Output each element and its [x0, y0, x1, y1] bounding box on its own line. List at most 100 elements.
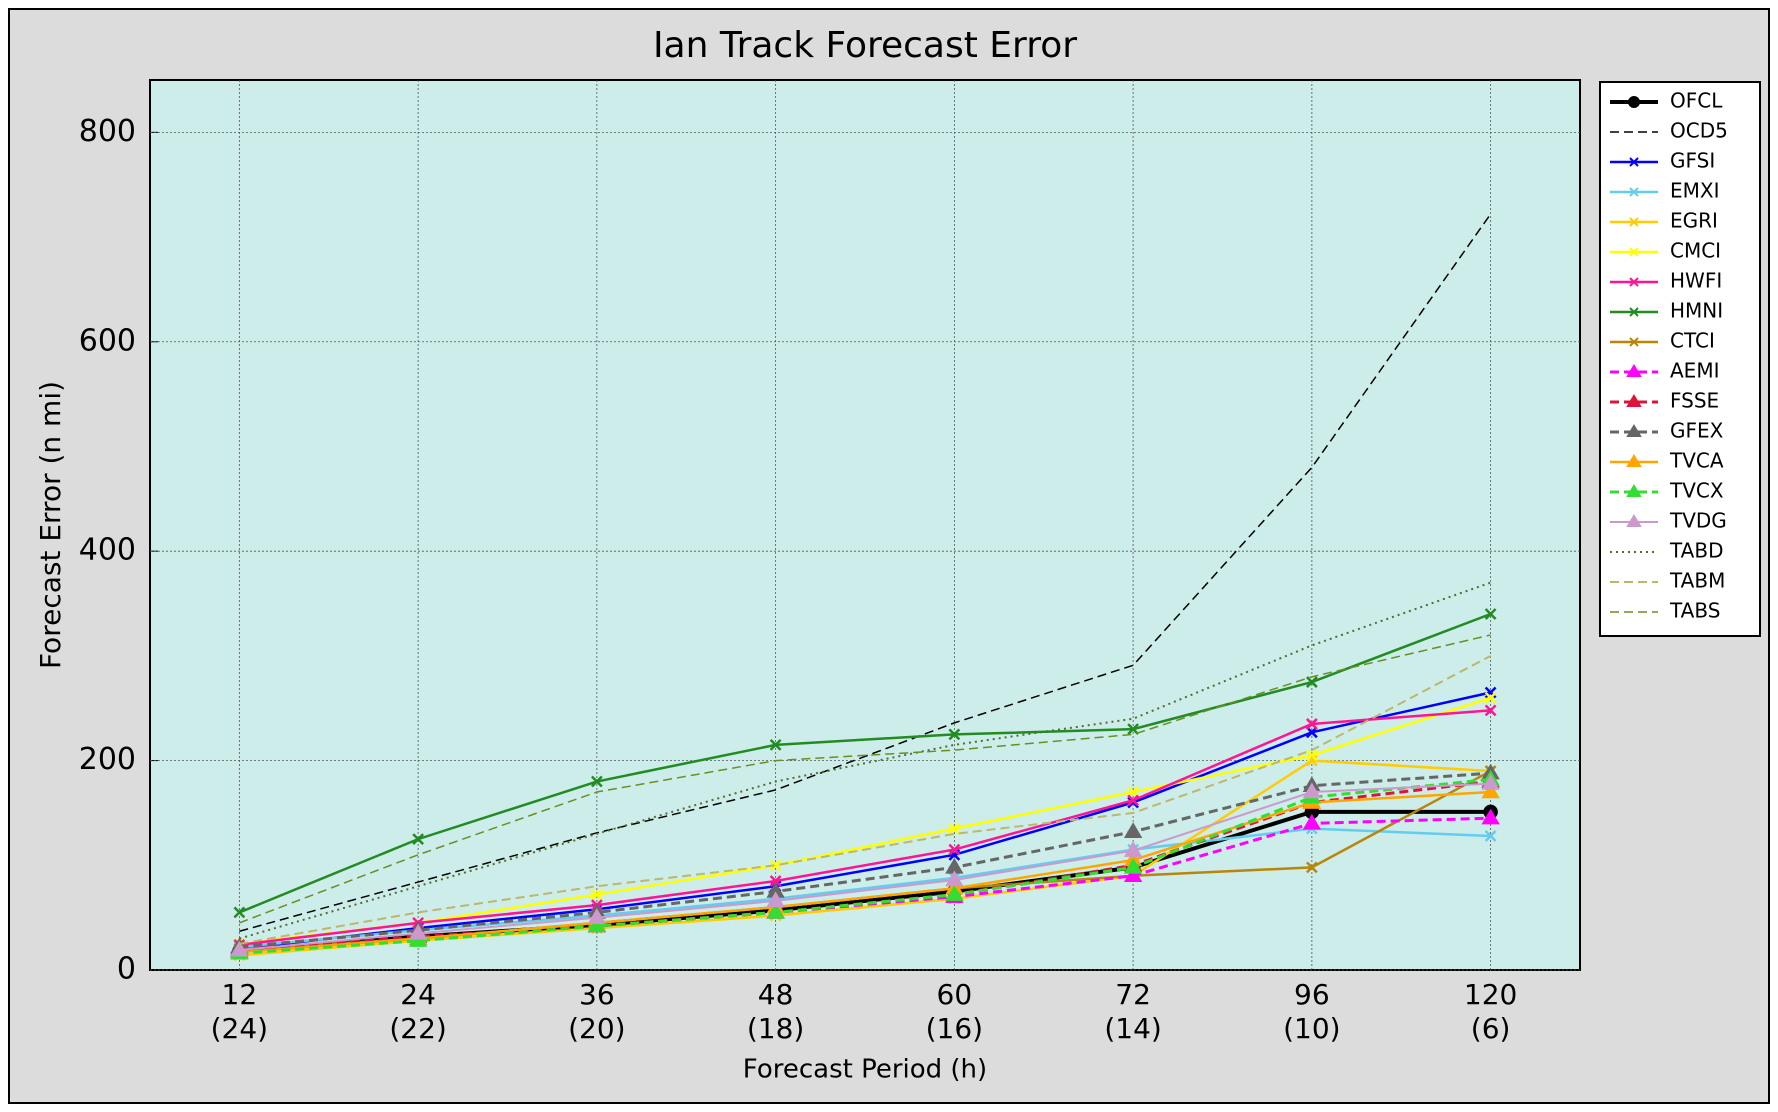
series-line [239, 782, 1491, 952]
point [948, 822, 961, 835]
point [1123, 857, 1143, 874]
point [1305, 861, 1318, 874]
legend-marker [1626, 394, 1642, 407]
series [239, 213, 1492, 932]
series-line [239, 809, 1491, 954]
legend-entry: CMCI [1610, 239, 1721, 263]
point [1123, 866, 1143, 883]
legend-marker [1629, 247, 1639, 257]
legend-entry: CTCI [1610, 329, 1715, 353]
x-tick-label: 60 [937, 978, 973, 1011]
point [412, 833, 425, 846]
point [945, 885, 964, 901]
series-line [239, 816, 1491, 951]
legend-label: EMXI [1670, 179, 1720, 203]
point [945, 870, 964, 887]
y-tick-label: 400 [79, 533, 136, 568]
series-line [239, 634, 1491, 924]
series [230, 774, 1500, 957]
point [1481, 774, 1500, 790]
point [1302, 782, 1322, 799]
point [769, 738, 782, 751]
legend-label: AEMI [1670, 359, 1719, 383]
legend-entry: TVDG [1610, 509, 1727, 533]
legend-label: TABD [1669, 539, 1723, 563]
series-line [238, 612, 1492, 914]
legend-marker [1629, 157, 1639, 167]
y-axis-label: Forecast Error (n mi) [34, 381, 67, 669]
x-tick-count: (18) [747, 1012, 804, 1045]
legend-entry: TABD [1610, 539, 1723, 563]
point [408, 923, 428, 940]
legend-marker [1626, 364, 1642, 377]
point [1302, 813, 1322, 830]
legend-label: EGRI [1670, 209, 1718, 233]
legend-marker [1629, 307, 1639, 317]
point [769, 859, 782, 872]
series-line [239, 709, 1491, 947]
legend-entry: TVCA [1610, 449, 1724, 473]
x-tick-label: 96 [1294, 978, 1330, 1011]
series-line [239, 759, 1491, 957]
legend-marker [1629, 277, 1639, 287]
series-line [239, 213, 1492, 932]
y-tick-label: 200 [79, 742, 136, 777]
legend-marker [1629, 187, 1639, 197]
x-axis-label: Forecast Period (h) [743, 1055, 987, 1085]
legend-marker [1626, 484, 1642, 497]
point [1481, 808, 1500, 825]
legend-entry: TABS [1610, 599, 1720, 623]
point [769, 875, 782, 887]
legend-label: OCD5 [1670, 119, 1728, 143]
point [408, 931, 428, 947]
series [233, 608, 1497, 919]
x-tick-label: 24 [400, 978, 436, 1011]
point [587, 908, 607, 924]
legend-marker [1629, 337, 1639, 347]
point [948, 843, 961, 856]
x-tick-label: 36 [579, 978, 615, 1011]
point [948, 728, 961, 741]
legend-label: TABS [1669, 599, 1720, 623]
legend-label: HWFI [1670, 269, 1722, 293]
x-tick-count: (14) [1104, 1012, 1161, 1045]
x-tick-label: 120 [1464, 978, 1517, 1011]
series-line [239, 696, 1492, 946]
legend-entry: AEMI [1610, 359, 1719, 383]
legend-marker [1626, 454, 1642, 467]
series-line [239, 581, 1491, 940]
series [239, 654, 1492, 945]
point [1127, 794, 1140, 807]
point [1123, 841, 1143, 857]
series [233, 704, 1497, 951]
point [1127, 723, 1140, 736]
x-tick-count: (24) [211, 1012, 268, 1045]
legend-entry: EGRI [1610, 209, 1718, 233]
point [1484, 704, 1497, 717]
legend-entry: GFSI [1610, 149, 1715, 173]
legend-entry: OCD5 [1610, 119, 1728, 143]
legend-entry: HWFI [1610, 269, 1722, 293]
legend-label: TVDG [1669, 509, 1727, 533]
point [1305, 676, 1318, 688]
series-line [239, 777, 1491, 955]
point [1484, 608, 1497, 620]
legend-marker [1628, 96, 1640, 108]
point [590, 775, 603, 788]
series-line [239, 790, 1491, 954]
point [1305, 749, 1318, 762]
x-tick-count: (20) [568, 1012, 625, 1045]
legend-label: TVCX [1669, 479, 1724, 503]
legend-entry: OFCL [1610, 89, 1723, 113]
point [587, 916, 607, 933]
legend-label: CMCI [1670, 239, 1721, 263]
legend-label: OFCL [1670, 89, 1723, 113]
series-line [239, 691, 1491, 951]
point [766, 891, 785, 908]
x-tick-label: 12 [222, 978, 258, 1011]
legend-label: TABM [1669, 569, 1725, 593]
point [1484, 830, 1497, 842]
x-tick-count: (16) [926, 1012, 983, 1045]
